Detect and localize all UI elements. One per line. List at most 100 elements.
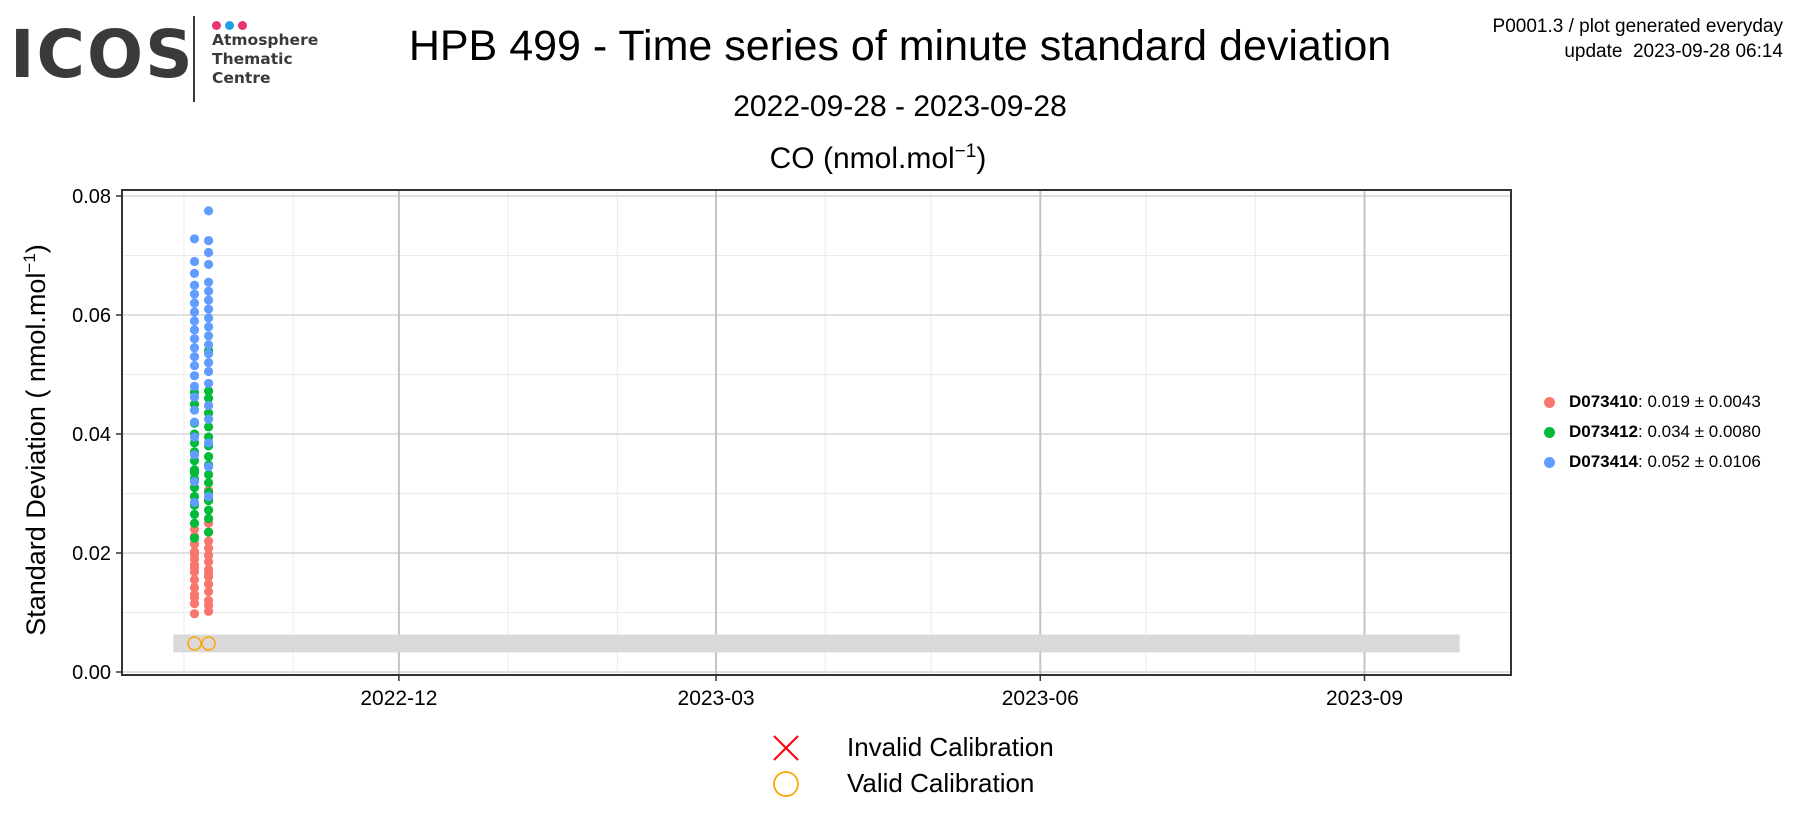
data-point-D073414 xyxy=(189,280,200,290)
data-point-D073414 xyxy=(203,491,214,502)
data-point-D073410 xyxy=(189,575,200,585)
data-point-D073410 xyxy=(189,609,200,619)
data-point-D073414 xyxy=(189,477,200,487)
data-point-D073414 xyxy=(189,289,200,299)
data-point-D073414 xyxy=(189,352,200,362)
y-tick-label: 0.02 xyxy=(72,543,111,565)
valid-calibration-marker xyxy=(187,636,202,651)
legend-mean: 0.034 xyxy=(1647,422,1691,441)
y-axis-label-end: ) xyxy=(21,244,51,253)
legend-mean: 0.019 xyxy=(1647,392,1691,411)
data-point-D073414 xyxy=(189,405,200,415)
data-point-D073414 xyxy=(203,414,214,424)
x-tick-label: 2022-12 xyxy=(360,687,437,710)
meta-line-2: update 2023-09-28 06:14 xyxy=(1564,41,1783,62)
meta-line-1: P0001.3 / plot generated everyday xyxy=(1492,16,1783,37)
logo-line-2: Thematic xyxy=(212,50,293,68)
data-point-D073414 xyxy=(203,236,214,246)
data-point-D073414 xyxy=(189,334,200,344)
data-point-D073410 xyxy=(203,569,214,579)
data-point-D073414 xyxy=(189,417,200,427)
x-tick-label: 2023-09 xyxy=(1326,687,1403,710)
data-point-D073410 xyxy=(203,600,214,610)
data-point-D073412 xyxy=(203,478,214,488)
logo-divider xyxy=(193,16,195,102)
y-axis-label: Standard Deviation ( nmol.mol−1) xyxy=(20,244,51,636)
data-point-D073414 xyxy=(189,450,200,460)
data-point-D073410 xyxy=(189,549,200,559)
logo-dot-2 xyxy=(225,21,234,30)
data-point-D073412 xyxy=(203,505,214,515)
plot-meta: P0001.3 / plot generated everyday update… xyxy=(1493,14,1783,64)
data-point-D073410 xyxy=(203,587,214,597)
legend-sd: 0.0043 xyxy=(1708,392,1761,411)
legend-marker-D073410 xyxy=(1544,397,1555,408)
data-point-D073414 xyxy=(203,349,214,359)
y-tick-label: 0.00 xyxy=(72,662,111,684)
data-point-D073410 xyxy=(203,543,214,553)
data-point-D073414 xyxy=(189,307,200,317)
data-point-D073414 xyxy=(189,432,200,442)
data-point-D073414 xyxy=(189,497,200,508)
legend-mean: 0.052 xyxy=(1647,452,1691,471)
data-point-D073414 xyxy=(189,298,200,308)
page-title: HPB 499 - Time series of minute standard… xyxy=(408,22,1392,70)
data-point-D073412 xyxy=(189,518,200,528)
data-point-D073414 xyxy=(203,400,214,411)
legend-series-name: D073412 xyxy=(1569,422,1639,441)
data-point-D073414 xyxy=(203,247,214,258)
y-axis-label-sup: −1 xyxy=(20,253,39,272)
date-range-subtitle: 2022-09-28 - 2023-09-28 xyxy=(733,90,1067,123)
data-point-D073414 xyxy=(203,462,214,472)
legend-sd: 0.0080 xyxy=(1708,422,1761,441)
data-point-D073414 xyxy=(189,343,200,353)
data-point-D073414 xyxy=(203,438,214,448)
data-point-D073414 xyxy=(203,277,214,287)
data-point-D073414 xyxy=(203,331,214,341)
data-point-D073414 xyxy=(189,316,200,326)
x-tick-label: 2023-03 xyxy=(678,687,755,710)
data-point-D073412 xyxy=(203,452,214,462)
data-point-D073414 xyxy=(203,366,214,377)
data-point-D073414 xyxy=(189,360,200,371)
data-point-D073412 xyxy=(203,393,214,403)
orange-circle-icon xyxy=(773,771,799,797)
data-point-D073414 xyxy=(203,295,214,305)
data-point-D073410 xyxy=(203,536,214,546)
legend-label-D073412: D073412: 0.034 ± 0.0080 xyxy=(1569,422,1761,441)
data-point-D073412 xyxy=(189,533,200,543)
data-point-D073414 xyxy=(189,381,200,391)
legend-label-D073414: D073414: 0.052 ± 0.0106 xyxy=(1569,452,1761,471)
data-point-D073414 xyxy=(203,358,214,368)
data-point-D073412 xyxy=(203,386,214,396)
data-point-D073410 xyxy=(189,563,200,573)
data-point-D073414 xyxy=(189,325,200,335)
invalid-calibration-label: Invalid Calibration xyxy=(847,732,1054,762)
y-axis-label-main: Standard Deviation ( nmol.mol xyxy=(21,273,51,636)
data-point-D073414 xyxy=(203,304,214,314)
logo-dots xyxy=(212,17,251,35)
legend-marker-D073412 xyxy=(1544,427,1555,438)
data-point-D073414 xyxy=(189,268,200,278)
panel-title-end: ) xyxy=(976,142,986,175)
data-point-D073412 xyxy=(203,527,214,537)
logo-subtitle: Atmosphere Thematic Centre xyxy=(212,31,318,88)
panel-title-sup: −1 xyxy=(955,141,977,162)
data-point-D073410 xyxy=(203,579,214,589)
panel-title: CO (nmol.mol−1) xyxy=(770,141,987,175)
data-point-D073412 xyxy=(189,468,200,478)
data-point-D073410 xyxy=(189,582,200,593)
panel-border xyxy=(121,189,1512,676)
data-point-D073412 xyxy=(203,422,214,432)
x-tick-label: 2023-06 xyxy=(1002,687,1079,710)
legend-marker-D073414 xyxy=(1544,457,1555,468)
logo-wordmark: ICOS xyxy=(10,16,195,93)
logo-line-3: Centre xyxy=(212,69,271,87)
reference-band xyxy=(173,634,1460,653)
icos-logo: ICOS Atmosphere Thematic Centre xyxy=(10,14,330,104)
data-point-D073414 xyxy=(203,206,214,216)
valid-calibration-marker xyxy=(201,636,216,651)
data-point-D073414 xyxy=(203,259,214,270)
data-point-D073414 xyxy=(203,313,214,323)
